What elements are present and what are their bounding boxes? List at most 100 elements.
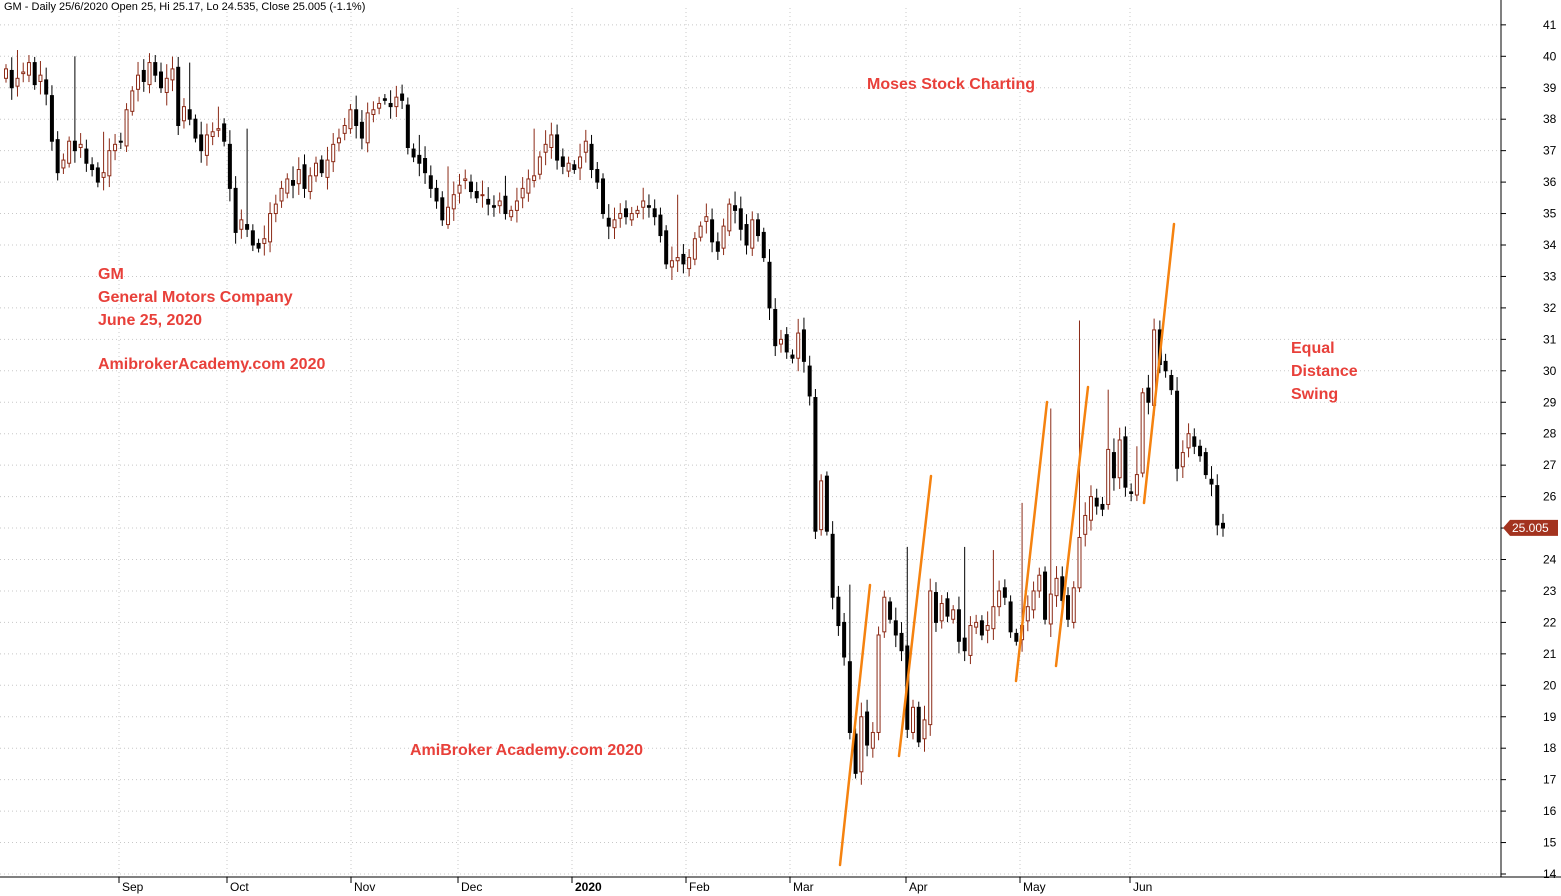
candle-body: [853, 733, 858, 774]
candle-body: [348, 109, 353, 130]
candle: [951, 605, 956, 624]
candle: [916, 701, 921, 748]
candle-body: [245, 224, 250, 230]
candle-body: [423, 158, 428, 174]
candle-body: [216, 128, 221, 131]
candle-body: [256, 242, 261, 249]
candle: [888, 597, 893, 624]
candle: [67, 136, 72, 168]
candle: [90, 157, 95, 177]
candle-body: [503, 195, 508, 215]
candle-body: [664, 230, 669, 265]
candle-body: [962, 637, 967, 652]
candle-body: [979, 620, 984, 636]
candle: [675, 194, 680, 272]
candle-body: [899, 632, 904, 652]
candle-body: [44, 79, 49, 95]
candle-body: [170, 68, 175, 81]
candle: [911, 699, 916, 740]
candle-body: [153, 62, 158, 76]
candle-body: [911, 706, 916, 733]
candle: [715, 232, 720, 260]
swing-note-line-2: Distance: [1291, 363, 1358, 380]
candle: [250, 224, 255, 252]
candle-body: [893, 620, 898, 636]
x-tick-label: Sep: [122, 880, 144, 894]
candle-body: [382, 98, 387, 101]
candle: [1014, 628, 1019, 646]
candle: [1048, 408, 1053, 637]
candle: [979, 615, 984, 641]
candle: [176, 56, 181, 136]
candle: [503, 175, 508, 220]
candle: [382, 94, 387, 105]
x-tick-label: May: [1023, 880, 1046, 894]
candle-body: [377, 102, 382, 109]
candle-body: [589, 143, 594, 171]
candle-body: [1066, 595, 1071, 620]
candle-body: [204, 134, 209, 156]
candle-body: [279, 187, 284, 202]
candle-body: [738, 208, 743, 230]
candle: [1094, 488, 1099, 515]
candle: [1100, 496, 1105, 517]
candle-body: [1077, 536, 1082, 589]
candle: [928, 578, 933, 736]
candle: [1163, 353, 1168, 378]
candle-body: [440, 197, 445, 221]
candle-body: [687, 257, 692, 270]
gridlines: [0, 8, 1501, 877]
candle: [974, 614, 979, 635]
y-tick-label: 19: [1543, 710, 1557, 724]
candle: [233, 176, 238, 244]
candle-body: [113, 143, 118, 152]
candle-body: [227, 143, 232, 189]
candle-body: [308, 175, 313, 193]
candle-body: [141, 69, 146, 82]
candle: [1134, 446, 1139, 502]
candle: [1198, 439, 1203, 462]
candle: [440, 191, 445, 226]
candle-body: [1129, 491, 1134, 494]
y-tick-label: 22: [1543, 615, 1557, 629]
y-tick-label: 18: [1543, 741, 1557, 755]
candle-body: [325, 159, 330, 178]
candle: [1043, 566, 1048, 625]
candle: [95, 162, 100, 188]
candle-body: [164, 77, 169, 93]
candle: [939, 595, 944, 629]
candle: [635, 205, 640, 218]
candle: [1025, 595, 1030, 632]
candle-body: [974, 621, 979, 628]
candle: [164, 64, 169, 106]
candle-body: [1037, 574, 1042, 592]
candle: [1129, 483, 1134, 502]
equal-distance-swing-lines: [838, 222, 1176, 867]
candle-body: [847, 661, 852, 733]
candle-body: [193, 118, 198, 139]
candle: [882, 590, 887, 638]
y-tick-label: 38: [1543, 112, 1557, 126]
candle: [595, 161, 600, 190]
y-tick-label: 40: [1543, 49, 1557, 63]
candle: [618, 203, 623, 228]
y-tick-label: 36: [1543, 175, 1557, 189]
swing-line: [1142, 222, 1176, 505]
candle: [1186, 423, 1191, 458]
candle: [141, 59, 146, 92]
candle: [434, 179, 439, 209]
candle: [21, 62, 26, 83]
candle: [371, 101, 376, 123]
candle: [784, 327, 789, 359]
swing-line: [1054, 385, 1090, 668]
candle: [796, 318, 801, 372]
candle: [84, 139, 89, 172]
candle: [687, 249, 692, 277]
site-note-1: AmibrokerAcademy.com 2020: [98, 356, 326, 373]
candle-body: [842, 621, 847, 658]
candle-body: [629, 213, 634, 221]
candle: [893, 607, 898, 648]
candle-body: [491, 205, 496, 208]
chart-header: GM - Daily 25/6/2020 Open 25, Hi 25.17, …: [4, 1, 366, 13]
